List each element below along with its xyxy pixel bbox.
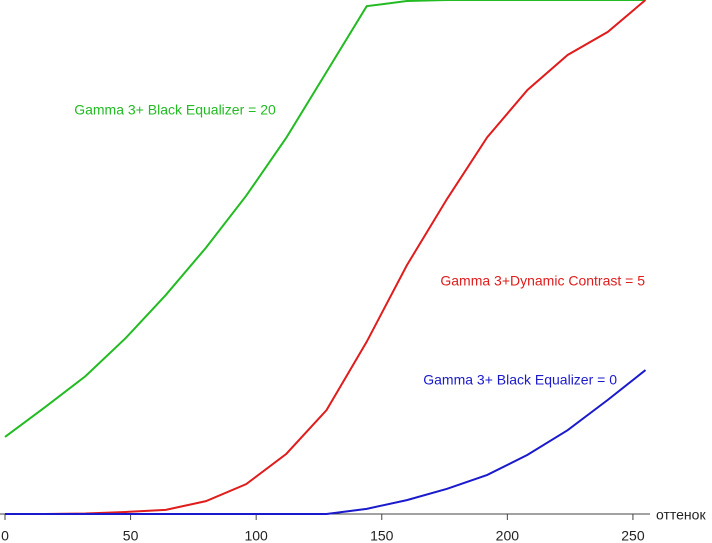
x-tick-label: 150	[370, 528, 394, 543]
x-tick-label: 200	[496, 528, 520, 543]
series-line	[5, 369, 647, 515]
series-line	[5, 0, 647, 515]
series-label: Gamma 3+ Black Equalizer = 20	[74, 102, 276, 118]
x-tick-label: 100	[244, 528, 268, 543]
x-tick-label: 250	[621, 528, 645, 543]
x-tick-label: 50	[123, 528, 139, 543]
series-label: Gamma 3+ Black Equalizer = 0	[423, 372, 617, 388]
x-tick-label: 0	[1, 528, 9, 543]
x-axis-label: оттенок	[656, 507, 706, 523]
series-label: Gamma 3+Dynamic Contrast = 5	[440, 273, 645, 289]
series-line	[4, 0, 646, 438]
